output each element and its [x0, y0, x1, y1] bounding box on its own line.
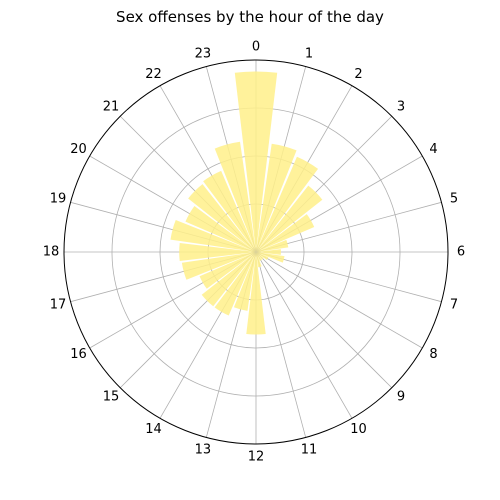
tick-label-13: 13	[195, 443, 212, 458]
bar-hour-5	[256, 239, 289, 252]
chart-title: Sex offenses by the hour of the day	[116, 8, 384, 26]
bar-hour-11	[256, 252, 262, 268]
bar-hour-2	[256, 156, 319, 252]
tick-label-16: 16	[70, 347, 87, 362]
tick-label-1: 1	[305, 46, 313, 61]
tick-label-5: 5	[450, 191, 458, 206]
tick-label-19: 19	[50, 191, 67, 206]
tick-label-23: 23	[195, 46, 212, 61]
tick-label-15: 15	[103, 389, 120, 404]
bar-hour-6	[256, 249, 281, 255]
tick-label-17: 17	[50, 298, 67, 313]
angular-gridline-11	[255, 251, 307, 438]
bar-hour-22	[203, 170, 256, 252]
polar-frame	[63, 59, 449, 445]
bar-hour-23	[214, 141, 256, 252]
tick-label-20: 20	[70, 142, 87, 157]
tick-label-21: 21	[103, 100, 120, 115]
bar-hour-8	[256, 252, 269, 261]
angular-gridline-10	[255, 251, 353, 419]
bar-hour-10	[256, 252, 262, 261]
bar-hour-21	[188, 184, 256, 252]
bar-hour-9	[256, 252, 264, 260]
bar-hour-20	[185, 206, 256, 252]
angular-gridline-7	[255, 251, 442, 303]
tick-label-9: 9	[397, 389, 405, 404]
tick-label-3: 3	[397, 100, 405, 115]
bar-hour-1	[256, 143, 297, 252]
angular-gridline-9	[255, 251, 393, 389]
tick-label-7: 7	[450, 298, 458, 313]
bar-hour-13	[233, 252, 256, 311]
bar-hour-17	[181, 252, 256, 280]
tick-label-12: 12	[248, 450, 265, 465]
tick-label-14: 14	[145, 422, 162, 437]
bar-hour-14	[214, 252, 256, 316]
bar-hour-7	[256, 252, 285, 263]
angular-gridline-8	[255, 251, 423, 349]
tick-label-22: 22	[145, 67, 162, 82]
tick-label-2: 2	[354, 67, 362, 82]
tick-label-6: 6	[457, 245, 465, 260]
bar-hour-3	[256, 185, 323, 252]
bar-hour-19	[170, 219, 256, 252]
bar-layer	[170, 71, 323, 335]
bar-hour-4	[256, 214, 315, 252]
tick-label-18: 18	[43, 245, 60, 260]
tick-label-11: 11	[301, 443, 318, 458]
tick-label-0: 0	[252, 40, 260, 55]
tick-label-4: 4	[429, 142, 437, 157]
tick-label-10: 10	[350, 422, 367, 437]
bar-hour-0	[234, 71, 278, 253]
bar-hour-15	[201, 252, 256, 307]
bar-hour-18	[179, 242, 256, 262]
tick-label-8: 8	[429, 347, 437, 362]
bar-hour-16	[199, 252, 256, 289]
bar-hour-12	[246, 252, 266, 335]
